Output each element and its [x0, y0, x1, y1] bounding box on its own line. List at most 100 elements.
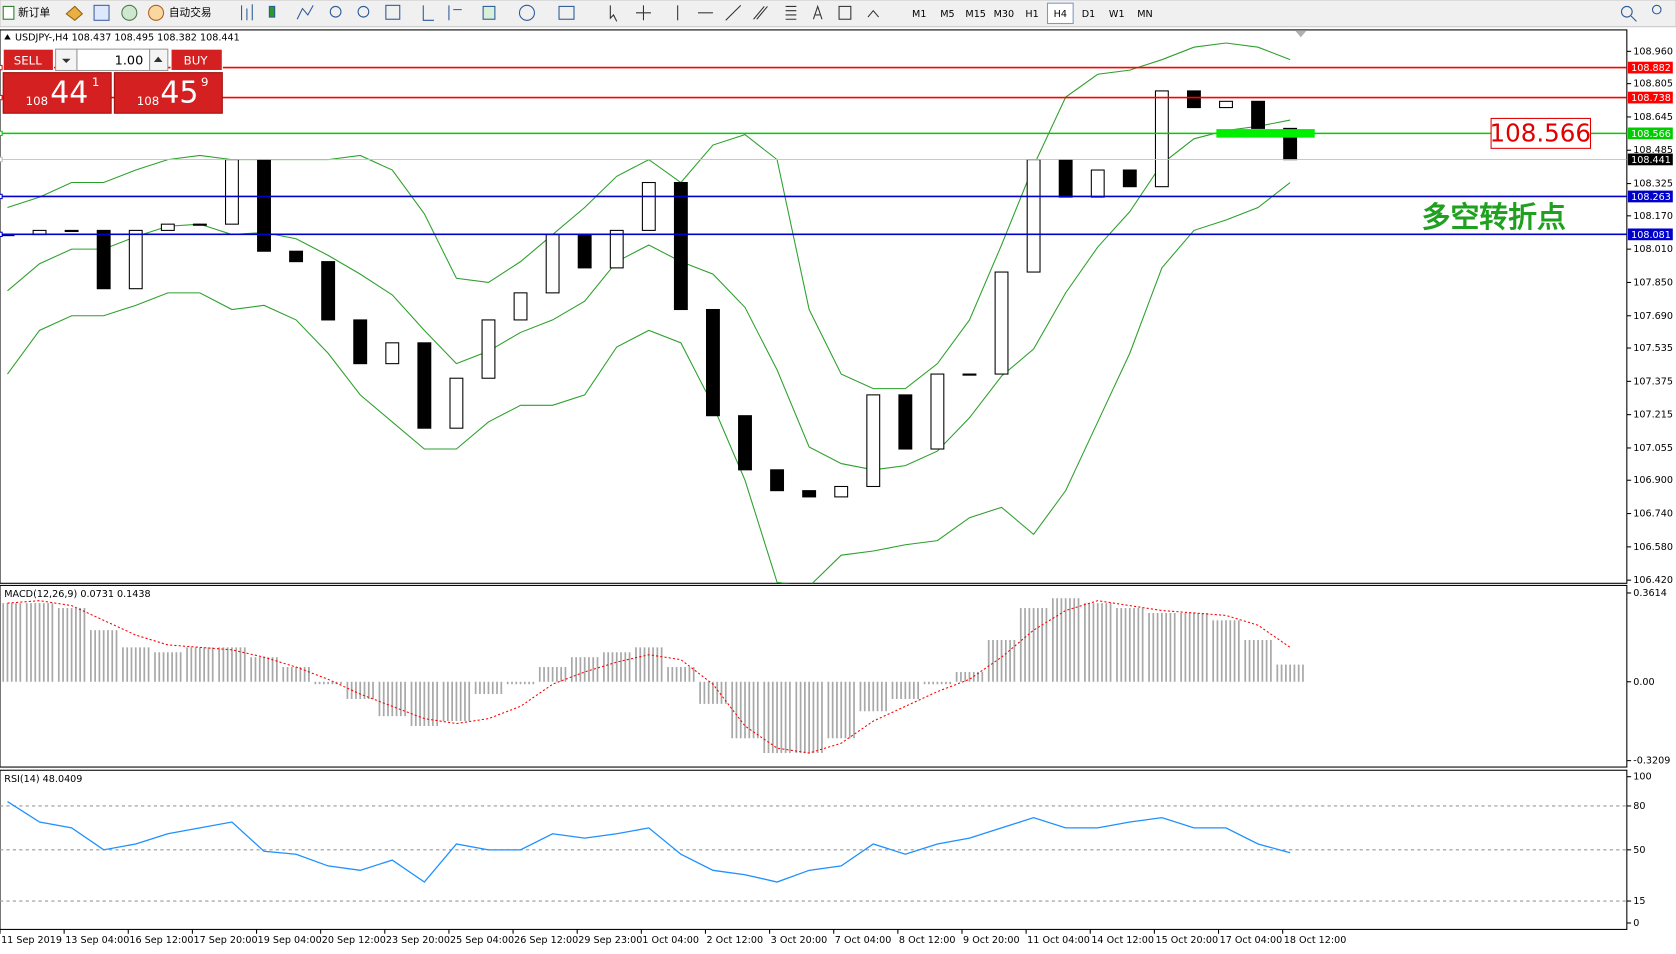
icon[interactable] [93, 4, 110, 21]
volume-value[interactable]: 1.00 [115, 53, 144, 68]
macd-bar [239, 647, 242, 682]
macd-bar [904, 681, 907, 699]
macd-bar [570, 657, 573, 682]
timeframe-button[interactable]: M30 [994, 9, 1015, 20]
level-handle[interactable] [0, 64, 3, 71]
arrows-tool[interactable] [867, 9, 880, 18]
candle [513, 292, 528, 321]
macd-plot [2, 598, 1304, 754]
timeframe-button[interactable]: H1 [1025, 9, 1038, 20]
macd-bar [859, 681, 862, 712]
tile-icon[interactable] [385, 4, 401, 20]
level-handle[interactable] [0, 156, 3, 163]
main-panel [0, 29, 1628, 584]
label-tool[interactable] [838, 5, 852, 20]
macd-bar [1116, 608, 1118, 682]
macd-bar [442, 681, 445, 722]
search-icon[interactable] [1620, 5, 1633, 18]
macd-bar [575, 657, 577, 682]
bid-box[interactable] [2, 72, 112, 114]
macd-bar [671, 667, 674, 682]
ask-box[interactable] [113, 72, 223, 114]
ask-pips: 45 [160, 76, 198, 111]
level-handle[interactable] [0, 130, 3, 137]
timeframe-selected[interactable] [1046, 2, 1074, 25]
buy-button[interactable] [170, 48, 223, 72]
search-icon-handle [1630, 15, 1637, 22]
macd-bar [1302, 664, 1304, 682]
macd-bar [171, 652, 173, 682]
macd-bar [1019, 608, 1022, 682]
x-tick-label: 15 Oct 20:00 [1155, 935, 1218, 946]
macd-bar [139, 647, 141, 682]
macd-bar [25, 603, 28, 682]
timeframe-button[interactable]: H4 [1054, 9, 1067, 20]
macd-bar [776, 681, 778, 754]
macd-bar [299, 667, 302, 682]
bid-pips: 44 [50, 76, 88, 111]
macd-bar [275, 657, 278, 682]
macd-bar [660, 647, 663, 682]
candle-icon[interactable] [268, 5, 276, 18]
zoom-in-icon[interactable] [329, 5, 342, 18]
icon[interactable] [121, 4, 138, 21]
shift-icon[interactable] [448, 5, 462, 21]
trendline-tool[interactable] [725, 4, 742, 21]
icon[interactable] [65, 5, 84, 21]
macd-bar [186, 647, 188, 682]
account-icon[interactable] [1651, 4, 1662, 15]
chart-shift-marker[interactable] [1295, 30, 1307, 38]
candle [481, 319, 496, 379]
new-order-button[interactable]: 新订单 [18, 6, 50, 19]
y-tick-label: 107.535 [1633, 343, 1673, 354]
new-order-icon[interactable] [2, 5, 15, 20]
macd-bar [885, 681, 887, 712]
timeframe-button[interactable]: M1 [912, 9, 926, 20]
zoom-out-icon[interactable] [357, 5, 370, 18]
crosshair-tool[interactable] [635, 5, 651, 21]
line-chart-icon[interactable] [296, 5, 314, 20]
macd-bar [102, 630, 105, 682]
sell-button[interactable] [2, 48, 54, 72]
timeframe-button[interactable]: D1 [1082, 9, 1096, 20]
macd-bar [628, 652, 631, 682]
autoscroll-icon[interactable] [422, 5, 434, 21]
macd-bar [844, 681, 847, 739]
cursor-tool[interactable] [609, 5, 618, 22]
timeframe-button[interactable]: M15 [965, 9, 986, 20]
macd-bar [1073, 598, 1076, 682]
macd-bar [1173, 612, 1176, 682]
bar-chart-icon[interactable] [241, 4, 253, 21]
macd-bar [756, 681, 759, 739]
macd-bar [647, 647, 650, 682]
auto-trading-icon[interactable] [148, 4, 165, 21]
macd-bar [771, 681, 774, 754]
y-tick-label: 108.170 [1633, 211, 1673, 222]
fibo-tool[interactable] [785, 5, 797, 20]
level-handle[interactable] [0, 231, 3, 238]
channel-tool[interactable] [753, 6, 768, 20]
macd-bar [1124, 608, 1127, 682]
timeframe-button[interactable]: MN [1137, 9, 1152, 20]
text-tool[interactable] [812, 4, 823, 20]
x-tick-label: 8 Oct 12:00 [899, 935, 956, 946]
macd-bar [752, 681, 755, 739]
macd-bar [992, 639, 994, 682]
macd-bar [62, 608, 64, 682]
macd-bar [724, 681, 727, 704]
macd-bar [218, 647, 220, 682]
macd-bar [1120, 608, 1123, 682]
periods-icon[interactable] [518, 4, 535, 21]
level-handle[interactable] [0, 94, 3, 101]
timeframe-button[interactable]: M5 [940, 9, 954, 20]
macd-bar [1184, 612, 1187, 682]
auto-trading-button[interactable]: 自动交易 [169, 6, 212, 19]
indicators-icon[interactable] [482, 5, 496, 20]
macd-bar [179, 652, 182, 682]
level-handle[interactable] [0, 193, 3, 200]
macd-bar [399, 681, 402, 717]
templates-icon[interactable] [558, 5, 575, 20]
macd-bar [767, 681, 770, 754]
timeframe-button[interactable]: W1 [1109, 9, 1125, 20]
